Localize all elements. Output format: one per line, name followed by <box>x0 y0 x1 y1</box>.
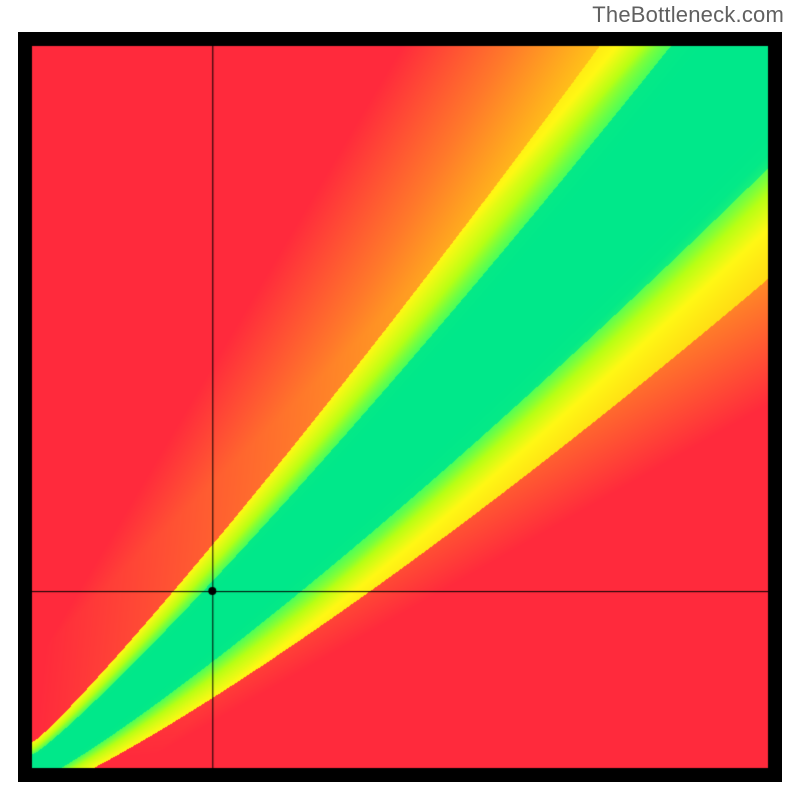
watermark-text: TheBottleneck.com <box>592 2 784 28</box>
heatmap-canvas <box>18 32 782 782</box>
bottleneck-heatmap <box>18 32 782 782</box>
